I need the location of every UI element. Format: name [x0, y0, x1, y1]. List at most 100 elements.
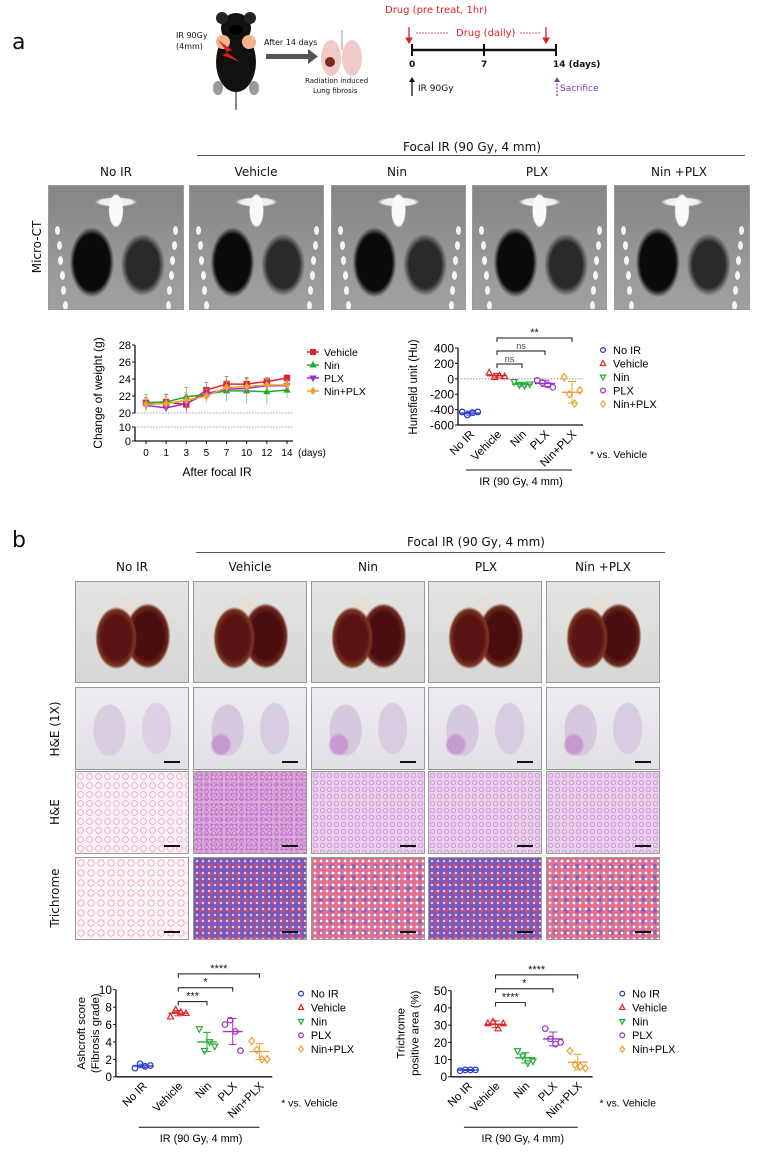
y-tick-label: 200	[434, 357, 454, 371]
significance-label: ****	[210, 963, 228, 975]
timeline-tick-7: 7	[481, 60, 488, 70]
scale-bar	[282, 761, 298, 763]
y-tick-label: 8	[105, 1001, 112, 1015]
he-image-no-ir	[75, 771, 189, 854]
scale-bar	[635, 931, 651, 933]
data-point	[205, 1039, 214, 1047]
data-point	[490, 372, 499, 381]
he-image-plx	[428, 771, 542, 854]
note-label: * vs. Vehicle	[281, 1098, 338, 1109]
rib-highlight	[589, 301, 595, 309]
trichrome-image-no-ir	[75, 857, 189, 940]
rib-highlight	[170, 256, 175, 265]
rib-highlight	[168, 271, 174, 280]
data-point	[226, 1016, 234, 1024]
drug-arrow-icon	[405, 27, 550, 44]
series-line-nin	[145, 389, 288, 404]
y-tick-label: -200	[430, 388, 454, 402]
significance-label: ns	[505, 354, 515, 364]
data-point	[525, 381, 534, 389]
legend-marker	[309, 375, 317, 383]
trichrome-scatter-chart: 0 10 20 30 40 50 Trichrome positive area (%) No …	[395, 964, 676, 1145]
legend-marker	[298, 1032, 304, 1039]
y-tick-label: 0	[125, 436, 131, 448]
legend-marker	[298, 990, 304, 997]
lung-caption-line1: Radiation induced	[305, 77, 369, 85]
x-tick-label: 1	[163, 448, 169, 459]
y-axis-label: Trichrome	[395, 1008, 407, 1059]
gross-lung-image-no-ir	[75, 581, 189, 683]
ashcroft-scatter-chart: 0 2 4 6 8 10 Ashcroft score (Fibrosis grade) No …	[76, 963, 355, 1145]
legend-marker	[618, 1018, 626, 1026]
data-point	[136, 1060, 144, 1068]
significance-bracket	[495, 988, 554, 993]
ir-arrow-icon	[409, 77, 415, 96]
data-point	[523, 1060, 532, 1068]
data-point	[248, 1036, 256, 1046]
legend-label: Nin+PLX	[613, 399, 657, 411]
column-header-vehicle: Vehicle	[228, 560, 272, 574]
rib-highlight	[736, 256, 741, 265]
y-tick-label: -600	[430, 419, 454, 433]
legend-marker	[309, 360, 317, 368]
focal-ir-header-b: Focal IR (90 Gy, 4 mm)	[407, 535, 545, 549]
rib-highlight	[597, 226, 602, 235]
scale-bar	[282, 845, 298, 847]
legend-label: Nin+PLX	[324, 386, 366, 398]
column-header-nin-plx: Nin +PLX	[575, 560, 631, 574]
x-unit-label: (days)	[298, 448, 326, 459]
y-tick-label: 20	[434, 1036, 448, 1050]
rib-highlight	[311, 256, 316, 265]
x-tick-label: 7	[224, 448, 230, 459]
rib-highlight	[338, 226, 343, 235]
x-tick-label: 5	[204, 448, 210, 459]
scale-bar	[164, 931, 180, 933]
rib-highlight	[485, 286, 490, 295]
data-point	[549, 383, 557, 391]
scale-bar	[400, 761, 416, 763]
rib-highlight	[339, 241, 345, 250]
rib-highlight	[308, 286, 313, 295]
timeline	[405, 27, 560, 96]
gross-lung-image-nin-plx	[546, 581, 660, 683]
data-point	[203, 391, 210, 401]
legend-label: PLX	[311, 1030, 332, 1042]
sacrifice-label: Sacrifice	[560, 84, 599, 94]
trichrome-image-plx	[428, 857, 542, 940]
rib-highlight	[739, 226, 744, 235]
column-header-plx: PLX	[525, 165, 549, 179]
data-point	[166, 1012, 175, 1020]
micro-ct-image-no-ir	[48, 185, 184, 310]
legend-label: Nin	[324, 360, 340, 372]
legend-marker	[619, 1045, 626, 1054]
trichrome-image-vehicle	[193, 857, 307, 940]
legend-label: PLX	[324, 373, 344, 385]
y-tick-label: 30	[434, 1019, 448, 1033]
x-tick-label: PLX	[216, 1080, 240, 1104]
data-point	[176, 1007, 185, 1016]
rib-highlight	[451, 271, 457, 280]
significance-bracket	[496, 363, 523, 368]
legend-marker	[599, 387, 606, 394]
row-label-he-1x: H&E (1X)	[48, 701, 62, 757]
data-point	[263, 387, 271, 395]
legend-label: Nin+PLX	[311, 1044, 355, 1056]
x-tick-label: Vehicle	[469, 429, 504, 464]
weight-line-chart: 0 10 20 22 24 26 28 0 1 3 5 7 10 12 14 (days) After foca…	[91, 337, 366, 479]
significance-label: ****	[502, 992, 520, 1004]
data-point	[458, 408, 466, 416]
he-1x-image-plx	[428, 687, 542, 770]
timeline-tick-0: 0	[409, 60, 416, 70]
data-point	[283, 380, 291, 390]
y-tick-label: 6	[105, 1018, 112, 1032]
rib-highlight	[627, 286, 632, 295]
y-axis-label: positive area (%)	[409, 990, 421, 1076]
rib-highlight	[58, 256, 63, 265]
rib-highlight	[480, 241, 486, 250]
rib-highlight	[314, 226, 319, 235]
legend-label: No IR	[613, 345, 641, 357]
significance-bracket	[177, 1001, 208, 1006]
data-point	[183, 396, 190, 405]
rib-highlight	[622, 241, 628, 250]
data-point	[576, 385, 584, 395]
